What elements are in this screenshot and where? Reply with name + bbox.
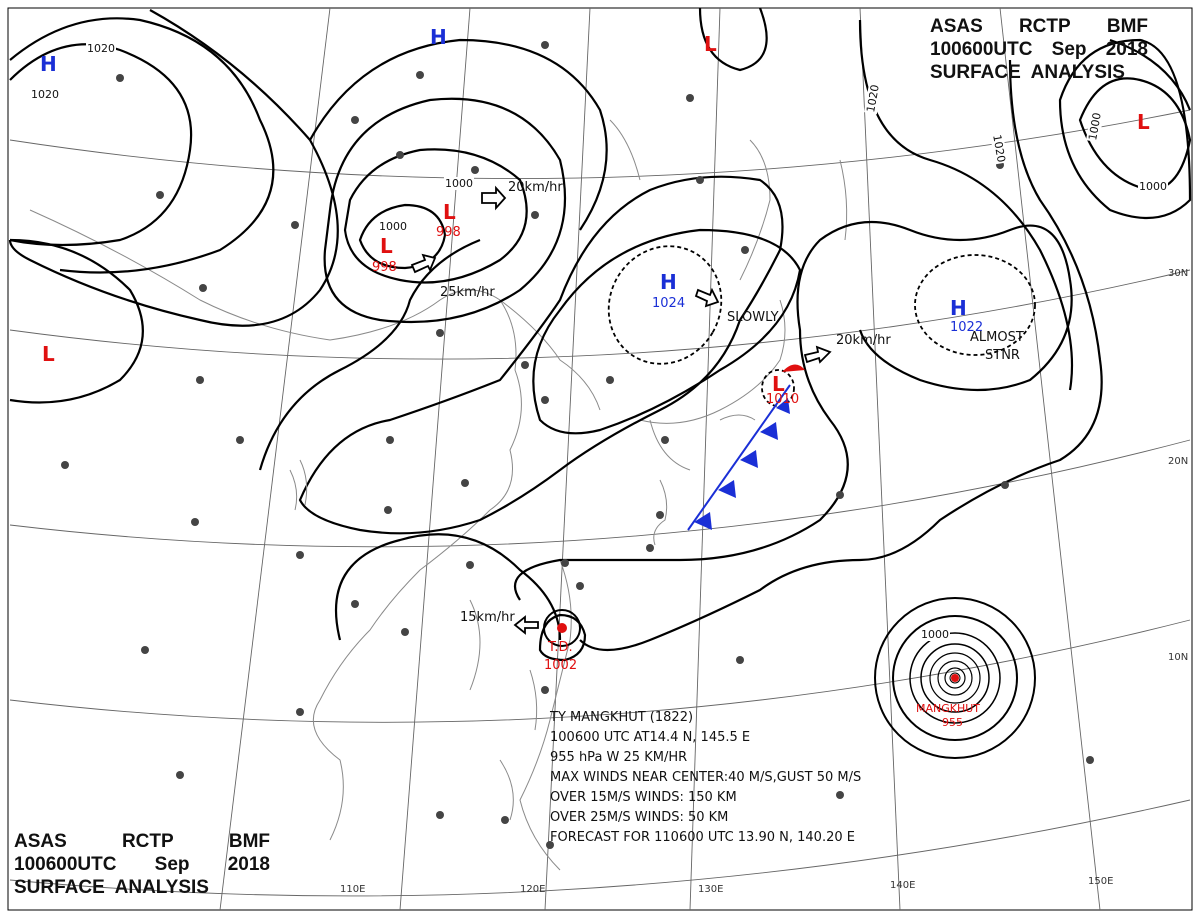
high-pressure-value: 1024 <box>652 296 686 311</box>
header-agency: ASAS <box>930 16 983 37</box>
typhoon-info-line: FORECAST FOR 110600 UTC 13.90 N, 140.20 … <box>550 830 855 845</box>
typhoon-info-line: TY MANGKHUT (1822) <box>550 710 694 725</box>
isobar-label: 1000 <box>920 628 950 641</box>
typhoon-info: TY MANGKHUT (1822) 100600 UTC AT14.4 N, … <box>550 708 861 848</box>
low-pressure-value: 1010 <box>766 392 800 407</box>
motion-label: ALMOST <box>970 330 1024 345</box>
isobar-label: 1020 <box>86 42 116 55</box>
motion-label: 20km/hr <box>836 333 891 348</box>
high-pressure-marker: H <box>40 52 57 76</box>
lon-label: 140E <box>890 880 916 891</box>
typhoon-rings <box>874 597 1036 759</box>
header-month: Sep <box>1051 39 1087 60</box>
low-pressure-marker: L <box>443 200 456 224</box>
typhoon-pressure: 955 <box>942 716 963 729</box>
typhoon-info-line: 100600 UTC AT14.4 N, 145.5 E <box>550 730 751 745</box>
isobar-label: 1000 <box>444 177 474 190</box>
lat-label: 10N <box>1168 652 1189 663</box>
typhoon-info-line: 955 hPa W 25 KM/HR <box>550 750 688 765</box>
isobars <box>8 7 1192 662</box>
graticule <box>9 7 1191 911</box>
isobar-label: 1000 <box>1138 180 1168 193</box>
isobar-label: 1020 <box>30 88 60 101</box>
typhoon-name: MANGKHUT <box>916 702 981 715</box>
coastlines <box>29 119 848 871</box>
header-year: 2018 <box>1105 39 1148 60</box>
lon-label: 110E <box>340 884 366 895</box>
header-bottom-left: ASAS RCTP BMF 100600UTC Sep 2018 SURFACE… <box>14 830 270 899</box>
header-year: 2018 <box>227 854 270 875</box>
typhoon-center-icon <box>951 674 959 682</box>
lat-label: 30N <box>1168 268 1189 279</box>
low-pressure-marker: L <box>42 342 55 366</box>
high-pressure-marker: H <box>950 296 967 320</box>
typhoon-info-line: MAX WINDS NEAR CENTER:40 M/S,GUST 50 M/S <box>550 770 862 785</box>
typhoon-info-line: OVER 15M/S WINDS: 150 KM <box>550 790 737 805</box>
header-station: RCTP <box>1018 16 1071 37</box>
td-label: T.D. <box>548 640 573 655</box>
header-time: 100600UTC <box>14 854 117 875</box>
lon-label: 130E <box>698 884 724 895</box>
high-pressure-marker: H <box>430 25 447 49</box>
typhoon-info-line: OVER 25M/S WINDS: 50 KM <box>550 810 729 825</box>
header-month: Sep <box>154 854 190 875</box>
islands <box>289 414 756 821</box>
td-center-icon <box>557 623 567 633</box>
lat-label: 20N <box>1168 456 1189 467</box>
header-title: SURFACE ANALYSIS <box>14 877 209 898</box>
motion-arrows <box>410 185 832 635</box>
low-pressure-marker: L <box>380 234 393 258</box>
td-circle <box>543 609 581 647</box>
header-station: RCTP <box>121 831 174 852</box>
header-title: SURFACE ANALYSIS <box>930 62 1125 83</box>
motion-label: SLOWLY <box>727 310 779 325</box>
header-top-right: ASAS RCTP BMF 100600UTC Sep 2018 SURFACE… <box>930 15 1148 84</box>
header-code: BMF <box>228 831 270 852</box>
motion-label: STNR <box>985 348 1020 363</box>
low-pressure-value: 998 <box>372 260 397 275</box>
low-pressure-marker: L <box>772 372 785 396</box>
motion-label: 25km/hr <box>440 285 495 300</box>
header-time: 100600UTC <box>930 39 1033 60</box>
low-pressure-value: 998 <box>436 225 461 240</box>
motion-label: 20km/hr <box>508 180 563 195</box>
high-dashed-isobars <box>607 245 1036 407</box>
low-pressure-marker: L <box>704 32 717 56</box>
high-pressure-value: 1022 <box>950 320 984 335</box>
isobar-label: 1000 <box>378 220 408 233</box>
cold-front <box>687 364 805 531</box>
header-agency: ASAS <box>14 831 67 852</box>
high-pressure-marker: H <box>660 270 677 294</box>
lon-label: 120E <box>520 884 546 895</box>
motion-label: 15km/hr <box>460 610 515 625</box>
header-code: BMF <box>1106 16 1148 37</box>
station-plots <box>61 41 1094 849</box>
low-pressure-marker: L <box>1137 110 1150 134</box>
lon-label: 150E <box>1088 876 1114 887</box>
td-pressure: 1002 <box>544 658 578 673</box>
